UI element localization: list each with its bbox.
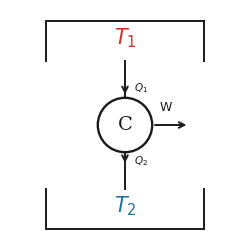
Text: $T_2$: $T_2$ — [114, 195, 136, 218]
Text: $Q_1$: $Q_1$ — [134, 82, 148, 95]
Text: W: W — [160, 101, 172, 114]
Text: C: C — [118, 116, 132, 134]
Text: $T_1$: $T_1$ — [114, 27, 136, 50]
Text: $Q_2$: $Q_2$ — [134, 154, 148, 168]
